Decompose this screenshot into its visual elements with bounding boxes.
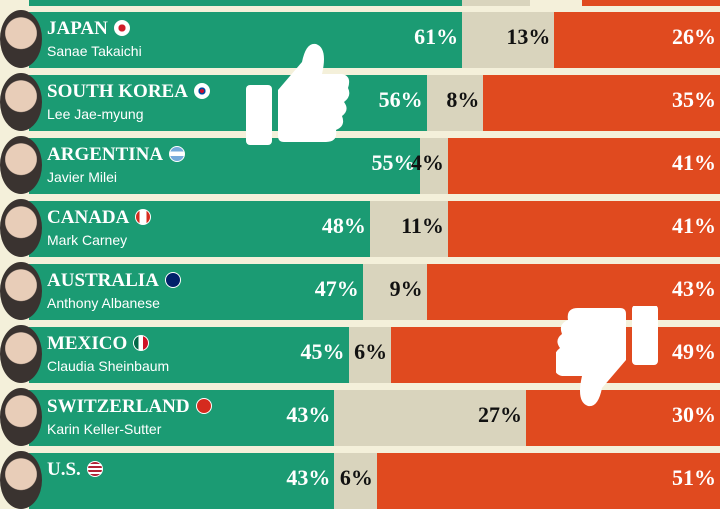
bar-row: 45% 6% 49% MEXICO Claudia Sheinbaum — [0, 325, 720, 383]
country-label: CANADA — [47, 207, 130, 228]
leader-name: Javier Milei — [47, 169, 118, 185]
approve-bar — [29, 264, 363, 320]
leader-portrait — [0, 325, 42, 383]
bar-row: 61% 13% 26% JAPAN Sanae Takaichi — [0, 10, 720, 68]
country-name: CANADA — [47, 207, 152, 229]
disapprove-label: 43% — [672, 276, 716, 301]
thumbs-up-icon — [246, 43, 350, 145]
approve-label: 43% — [286, 402, 331, 427]
leader-name: Claudia Sheinbaum — [47, 358, 170, 374]
neutral-label: 6% — [354, 339, 388, 364]
approve-label: 48% — [321, 213, 366, 238]
disapprove-label: 26% — [672, 24, 716, 49]
country-label: U.S. — [47, 459, 81, 480]
disapprove-label: 35% — [672, 87, 716, 112]
approve-label: 47% — [314, 276, 359, 301]
neutral-bar — [462, 0, 530, 6]
partial-top-row — [0, 0, 720, 6]
disapprove-label: 51% — [672, 465, 716, 490]
leader-portrait — [0, 199, 42, 257]
neutral-label: 27% — [478, 402, 522, 427]
neutral-label: 13% — [506, 24, 551, 49]
leader-portrait — [0, 451, 42, 509]
neutral-label: 4% — [410, 150, 444, 175]
disapprove-bar — [447, 138, 720, 194]
country-name: AUSTRALIA — [47, 270, 181, 292]
approve-bar — [29, 12, 463, 68]
disapprove-bar — [554, 12, 720, 68]
neutral-bar — [362, 264, 427, 320]
bar-row: 47% 9% 43% AUSTRALIA Anthony Albanese — [0, 262, 720, 320]
disapprove-bar — [483, 75, 720, 131]
approve-bar — [29, 327, 349, 383]
leader-portrait — [0, 10, 42, 68]
approve-label: 61% — [414, 24, 459, 49]
country-name: SWITZERLAND — [47, 396, 212, 418]
switzerland-flag-icon — [195, 398, 212, 414]
japan-flag-icon — [113, 20, 130, 36]
country-label: MEXICO — [47, 333, 128, 354]
gap — [530, 0, 582, 6]
approve-bar — [29, 138, 420, 194]
country-label: ARGENTINA — [47, 144, 164, 165]
bar-row: 55% 4% 41% ARGENTINA Javier Milei — [0, 136, 720, 194]
leader-name: Karin Keller-Sutter — [47, 421, 162, 437]
approve-label: 45% — [300, 339, 345, 364]
country-name: U.S. — [47, 459, 103, 481]
country-name: MEXICO — [47, 333, 150, 355]
approve-bar — [29, 0, 462, 6]
approve-bar — [29, 75, 427, 131]
disapprove-bar — [376, 453, 720, 509]
neutral-bar — [348, 327, 392, 383]
approve-label: 43% — [286, 465, 331, 490]
south-korea-flag-icon — [193, 83, 210, 99]
leader-portrait — [0, 388, 42, 446]
neutral-label: 9% — [389, 276, 423, 301]
neutral-label: 8% — [446, 87, 480, 112]
leader-name: Lee Jae-myung — [47, 106, 144, 122]
leader-portrait — [0, 73, 42, 131]
disapprove-label: 49% — [672, 339, 716, 364]
disapprove-label: 41% — [672, 213, 716, 238]
country-name: ARGENTINA — [47, 144, 186, 166]
australia-flag-icon — [164, 272, 181, 288]
leader-name: Sanae Takaichi — [47, 43, 142, 59]
thumbs-down-icon — [556, 306, 658, 407]
disapprove-bar — [582, 0, 720, 6]
approve-label: 55% — [371, 150, 416, 175]
usa-flag-icon — [86, 461, 103, 477]
country-name: SOUTH KOREA — [47, 81, 210, 103]
neutral-label: 6% — [339, 465, 373, 490]
country-label: AUSTRALIA — [47, 270, 159, 291]
country-label: SWITZERLAND — [47, 396, 190, 417]
leader-portrait — [0, 136, 42, 194]
neutral-bar — [334, 390, 526, 446]
argentina-flag-icon — [169, 146, 186, 162]
bar-row: 43% 6% 51% U.S. — [0, 451, 720, 509]
leader-portrait — [0, 262, 42, 320]
disapprove-label: 41% — [672, 150, 716, 175]
canada-flag-icon — [135, 209, 152, 225]
leader-name: Anthony Albanese — [47, 295, 160, 311]
leader-name: Mark Carney — [47, 232, 128, 248]
disapprove-label: 30% — [672, 402, 716, 427]
approve-label: 56% — [378, 87, 423, 112]
neutral-bar — [369, 201, 448, 257]
neutral-bar — [419, 138, 448, 194]
bar-row: 56% 8% 35% SOUTH KOREA Lee Jae-myung — [0, 73, 720, 131]
approve-bar — [29, 201, 370, 257]
disapprove-bar — [526, 390, 720, 446]
country-label: JAPAN — [47, 18, 108, 39]
approve-bar — [29, 390, 335, 446]
disapprove-bar — [447, 201, 720, 257]
neutral-bar — [426, 75, 484, 131]
neutral-bar — [462, 12, 555, 68]
bar-row: 48% 11% 41% CANADA Mark Carney — [0, 199, 720, 257]
country-label: SOUTH KOREA — [47, 81, 188, 102]
country-name: JAPAN — [47, 18, 130, 40]
bar-row: 43% 27% 30% SWITZERLAND Karin Keller-Sutter — [0, 388, 720, 446]
mexico-flag-icon — [133, 335, 150, 351]
neutral-label: 11% — [401, 213, 444, 238]
